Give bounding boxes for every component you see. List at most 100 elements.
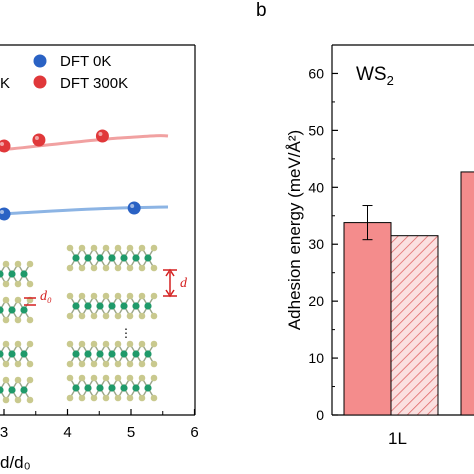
chalcogen-atom xyxy=(102,264,110,272)
chalcogen-atom xyxy=(102,340,110,348)
metal-atom xyxy=(72,384,80,392)
chalcogen-atom xyxy=(78,394,86,402)
chalcogen-atom xyxy=(90,360,98,368)
metal-atom xyxy=(0,350,4,358)
chalcogen-atom xyxy=(90,244,98,252)
chalcogen-atom xyxy=(26,396,34,404)
chalcogen-atom xyxy=(102,312,110,320)
chalcogen-atom xyxy=(114,394,122,402)
panel-b: b 0 10 20 30 40 50 60 Adhesion energy (meV/Å²)… xyxy=(256,0,474,448)
metal-atom xyxy=(120,254,128,262)
panel-a: 3 4 5 6 d/d₀ DFT 0K DFT 300K K d₀ d ⋮ xyxy=(0,44,199,472)
chalcogen-atom xyxy=(2,296,10,304)
metal-atom xyxy=(96,302,104,310)
chalcogen-atom xyxy=(102,292,110,300)
metal-atom xyxy=(144,384,152,392)
chalcogen-atom xyxy=(114,312,122,320)
fit-curve-dft-300k xyxy=(0,134,169,152)
chalcogen-atom xyxy=(138,374,146,382)
chalcogen-atom xyxy=(114,340,122,348)
chalcogen-atom xyxy=(138,360,146,368)
chalcogen-atom xyxy=(14,360,22,368)
chalcogen-atom xyxy=(14,296,22,304)
chalcogen-atom xyxy=(126,340,134,348)
chalcogen-atom xyxy=(138,394,146,402)
data-point-dft-300k xyxy=(95,129,109,143)
panel-b-y-axis-label: Adhesion energy (meV/Å²) xyxy=(285,130,304,330)
legend-marker-dft-0k xyxy=(33,54,47,68)
data-point-dft-0k xyxy=(127,201,141,215)
chalcogen-atom xyxy=(26,316,34,324)
chalcogen-atom xyxy=(126,292,134,300)
metal-atom xyxy=(108,254,116,262)
panel-b-y-ticks: 0 10 20 30 40 50 60 xyxy=(308,65,338,423)
metal-atom xyxy=(120,350,128,358)
metal-atom xyxy=(8,306,16,314)
category-label-1l: 1L xyxy=(388,429,407,448)
chalcogen-atom xyxy=(66,312,74,320)
point-marker xyxy=(95,129,109,143)
metal-atom xyxy=(20,306,28,314)
d-label: d xyxy=(180,276,188,291)
metal-atom xyxy=(144,302,152,310)
point-highlight xyxy=(130,204,135,208)
chalcogen-atom xyxy=(78,360,86,368)
chalcogen-atom xyxy=(150,312,158,320)
left-layer-1 xyxy=(0,260,34,288)
left-layer-2 xyxy=(0,296,34,324)
legend-label-dft-300k: DFT 300K xyxy=(60,75,128,92)
point-marker xyxy=(32,133,46,147)
chalcogen-atom xyxy=(66,292,74,300)
chalcogen-atom xyxy=(2,316,10,324)
layer-structure-inset xyxy=(0,244,158,404)
chalcogen-atom xyxy=(150,244,158,252)
chalcogen-atom xyxy=(2,340,10,348)
chalcogen-atom xyxy=(78,340,86,348)
chalcogen-atom xyxy=(102,360,110,368)
chalcogen-atom xyxy=(114,244,122,252)
chalcogen-atom xyxy=(2,376,10,384)
metal-atom xyxy=(108,384,116,392)
metal-atom xyxy=(108,302,116,310)
d-marker-arrowhead-down xyxy=(165,289,175,298)
chalcogen-atom xyxy=(78,374,86,382)
chalcogen-atom xyxy=(126,360,134,368)
chalcogen-atom xyxy=(114,374,122,382)
chalcogen-atom xyxy=(138,244,146,252)
point-marker xyxy=(127,201,141,215)
chalcogen-atom xyxy=(26,260,34,268)
y-tick-label-60: 60 xyxy=(308,65,324,81)
chalcogen-atom xyxy=(66,244,74,252)
chalcogen-atom xyxy=(126,394,134,402)
metal-atom xyxy=(96,254,104,262)
metal-atom xyxy=(8,350,16,358)
chalcogen-atom xyxy=(126,264,134,272)
right-layer-2 xyxy=(66,292,158,320)
right-layer-3 xyxy=(66,340,158,368)
data-point-dft-0k xyxy=(0,207,11,221)
metal-atom xyxy=(72,302,80,310)
metal-atom xyxy=(20,386,28,394)
chalcogen-atom xyxy=(126,312,134,320)
right-layer-4 xyxy=(66,374,158,402)
metal-atom xyxy=(20,350,28,358)
chalcogen-atom xyxy=(114,264,122,272)
legend-label-dft-0k: DFT 0K xyxy=(60,53,111,70)
chalcogen-atom xyxy=(14,260,22,268)
metal-atom xyxy=(84,350,92,358)
chalcogen-atom xyxy=(150,340,158,348)
y-tick-label-50: 50 xyxy=(308,122,324,138)
y-tick-label-10: 10 xyxy=(308,350,324,366)
metal-atom xyxy=(0,386,4,394)
left-layer-3 xyxy=(0,340,34,368)
panel-a-points xyxy=(0,129,141,221)
chalcogen-atom xyxy=(150,292,158,300)
metal-atom xyxy=(84,384,92,392)
metal-atom xyxy=(8,386,16,394)
chalcogen-atom xyxy=(14,280,22,288)
chalcogen-atom xyxy=(126,374,134,382)
panel-b-bars xyxy=(343,171,474,416)
chalcogen-atom xyxy=(138,292,146,300)
y-tick-label-0: 0 xyxy=(316,407,324,423)
